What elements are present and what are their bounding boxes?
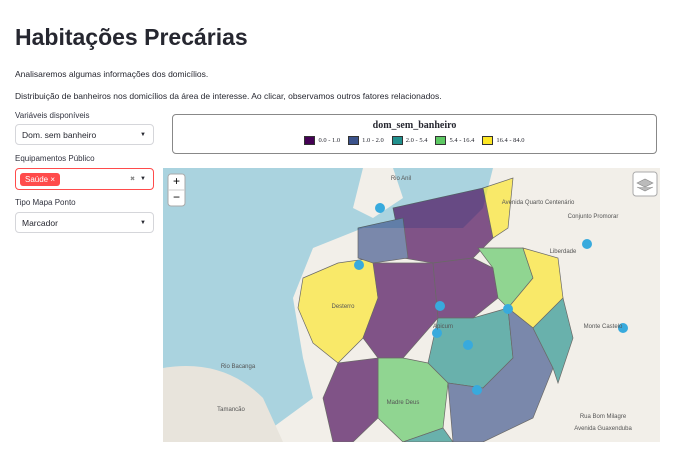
field-label: Tipo Mapa Ponto [15, 198, 76, 207]
map-label: Rio Anil [391, 176, 411, 182]
legend-item: 1.0 - 2.0 [348, 136, 384, 145]
field-label: Variáveis disponíveis [15, 111, 90, 120]
map-label: Avenida Guaxenduba [574, 426, 632, 432]
legend-title: dom_sem_banheiro [372, 120, 457, 131]
map-label: Apicum [433, 324, 453, 330]
legend-label: 5.4 - 16.4 [449, 137, 475, 144]
paragraph: Distribuição de banheiros nos domicílios… [15, 91, 442, 101]
water [163, 168, 493, 442]
map-label: Monte Castelo [584, 324, 623, 330]
dropdown-arrow: ▼ [140, 176, 146, 182]
map-label: Rua Bom Milagre [580, 414, 627, 420]
legend-swatch [348, 136, 360, 145]
page-title: Habitações Precárias [15, 24, 248, 50]
legend-item: 0.0 - 1.0 [304, 136, 340, 145]
legend-label: 1.0 - 2.0 [362, 137, 384, 144]
legend-label: 16.4 - 84.0 [496, 137, 525, 144]
dropdown-arrow: ▼ [140, 219, 146, 226]
legend-swatch [391, 136, 403, 145]
legend: dom_sem_banheiro 0.0 - 1.0 1.0 - 2.0 2.0 -… [172, 114, 657, 154]
map-label: Madre Deus [387, 400, 420, 406]
legend-items: 0.0 - 1.0 1.0 - 2.0 2.0 - 5.4 5.4 - 16.4 16.… [173, 136, 656, 145]
map-label: Avenida Quarto Centenário [502, 200, 575, 206]
zoom-control[interactable] [167, 173, 186, 207]
map-label: Desterro [331, 304, 355, 310]
land [163, 366, 283, 442]
select[interactable]: Dom. sem banheiro ▼ [15, 124, 154, 145]
dropdown-arrow: ▼ [140, 131, 146, 138]
choropleth [297, 177, 574, 442]
markers [354, 203, 628, 395]
legend-label: 0.0 - 1.0 [318, 137, 341, 144]
map-label: Liberdade [550, 249, 577, 255]
land [353, 168, 403, 218]
legend-item: 2.0 - 5.4 [391, 136, 428, 145]
clear-icon[interactable]: ✖ [129, 176, 135, 183]
map-label: Rio Bacanga [221, 364, 256, 370]
paragraph: Analisaremos algumas informações dos dom… [15, 69, 209, 79]
map: + − Rio Anil Rio Bacanga Avenida Quarto Ce… [163, 168, 660, 442]
zoom-out[interactable]: − [173, 190, 180, 204]
map-label: Conjunto Promorar [568, 214, 619, 220]
tag-text: Saúde [25, 175, 49, 184]
legend-swatch [482, 136, 494, 145]
tag[interactable]: Saúde × [20, 173, 61, 186]
map-label: Tamancão [217, 407, 245, 413]
select-value: Dom. sem banheiro [22, 130, 97, 140]
multiselect[interactable]: Saúde × ✖ ▼ [15, 168, 154, 190]
legend-item: 16.4 - 84.0 [482, 136, 525, 145]
legend-label: 2.0 - 5.4 [405, 137, 428, 144]
legend-swatch [435, 136, 447, 145]
select[interactable]: Marcador ▼ [15, 212, 154, 233]
zoom-in[interactable]: + [173, 174, 180, 188]
legend-item: 5.4 - 16.4 [435, 136, 474, 145]
field-label: Equipamentos Público [15, 154, 95, 163]
layer-icon [636, 178, 654, 192]
legend-swatch [304, 136, 316, 145]
select-value: Marcador [22, 218, 58, 228]
